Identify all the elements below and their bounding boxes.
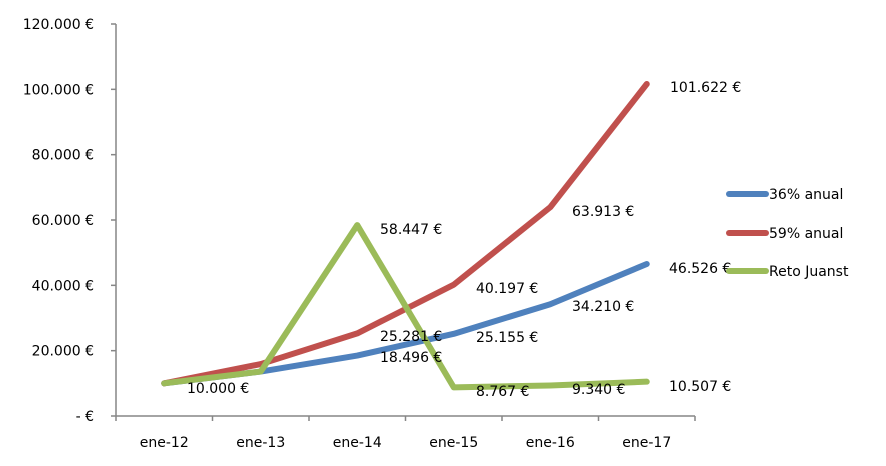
y-tick-label: 100.000 € xyxy=(23,82,94,98)
y-tick-label: 40.000 € xyxy=(32,278,94,294)
y-axis: - € 20.000 € 40.000 € 60.000 € 80.000 € 100.0… xyxy=(23,17,117,425)
data-label: 8.767 € xyxy=(476,384,529,400)
y-tick-label: 60.000 € xyxy=(32,213,94,229)
x-tick-label: ene-15 xyxy=(429,435,478,451)
data-label: 10.000 € xyxy=(187,381,249,397)
data-label: 25.281 € xyxy=(380,329,442,345)
y-tick-label: 80.000 € xyxy=(32,148,94,164)
data-label: 40.197 € xyxy=(476,281,538,297)
data-labels: 101.622 € 63.913 € 58.447 € 46.526 € 40.197 … xyxy=(187,80,741,400)
data-label: 25.155 € xyxy=(476,330,538,346)
series-line-reto-juanst xyxy=(161,222,650,391)
x-tick-label: ene-16 xyxy=(526,435,575,451)
legend: 36% anual 59% anual Reto Juanst xyxy=(726,187,849,280)
y-tick-label: 20.000 € xyxy=(32,344,94,360)
x-tick-label: ene-12 xyxy=(140,435,189,451)
legend-label-reto-juanst: Reto Juanst xyxy=(769,264,849,280)
data-label: 9.340 € xyxy=(572,382,625,398)
x-tick-label: ene-17 xyxy=(622,435,671,451)
legend-label-59-anual: 59% anual xyxy=(769,226,843,242)
data-label: 34.210 € xyxy=(572,299,634,315)
x-tick-label: ene-13 xyxy=(236,435,285,451)
x-axis: ene-12 ene-13 ene-14 ene-15 ene-16 ene-17 xyxy=(115,415,696,451)
data-label: 10.507 € xyxy=(669,379,731,395)
data-label: 46.526 € xyxy=(669,261,731,277)
data-label: 63.913 € xyxy=(572,204,634,220)
series-lines xyxy=(161,81,650,391)
data-label: 18.496 € xyxy=(380,350,442,366)
x-tick-label: ene-14 xyxy=(333,435,382,451)
data-label: 101.622 € xyxy=(670,80,741,96)
legend-label-36-anual: 36% anual xyxy=(769,187,843,203)
y-tick-label: 120.000 € xyxy=(23,17,94,33)
data-label: 58.447 € xyxy=(380,222,442,238)
y-tick-label: - € xyxy=(76,409,94,425)
